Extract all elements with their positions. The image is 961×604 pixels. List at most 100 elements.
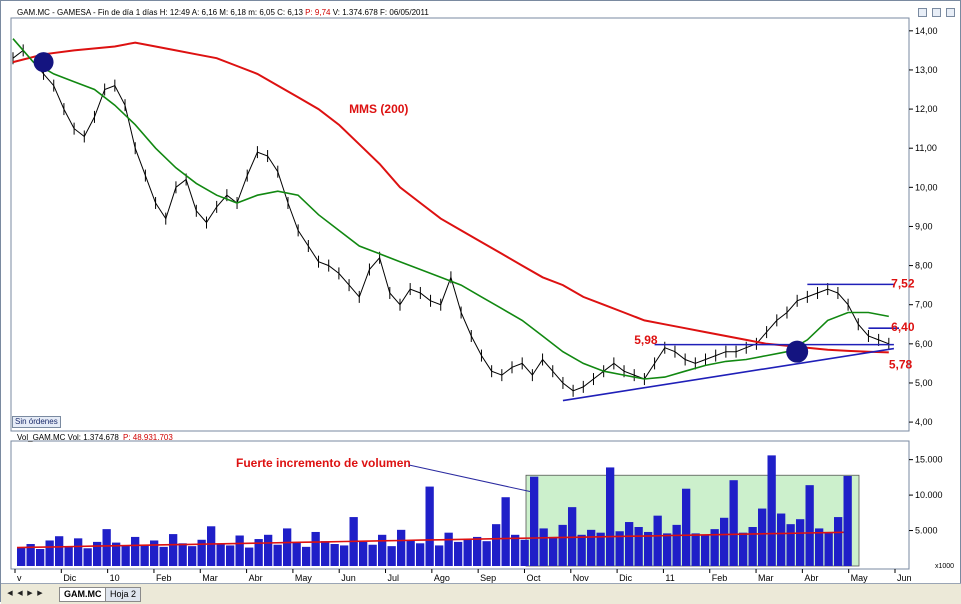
x-tick-label: Oct bbox=[526, 573, 541, 583]
x-tick-label: Jul bbox=[388, 573, 400, 583]
volume-bar bbox=[83, 548, 92, 566]
volume-bar bbox=[444, 532, 453, 566]
volume-bar bbox=[121, 545, 130, 566]
volume-bar bbox=[387, 546, 396, 566]
volume-bar bbox=[321, 541, 330, 566]
volume-bar bbox=[245, 547, 254, 566]
annotation-label: 5,98 bbox=[634, 333, 658, 347]
volume-bar bbox=[520, 539, 529, 566]
volume-bar bbox=[786, 524, 795, 566]
volume-annotation: Fuerte incremento de volumen bbox=[236, 456, 411, 470]
volume-bar bbox=[340, 545, 349, 566]
volume-bar bbox=[539, 528, 548, 566]
x-tick-label: Feb bbox=[156, 573, 172, 583]
volume-bar bbox=[26, 544, 35, 566]
volume-bar bbox=[596, 532, 605, 566]
series-line-sma_long bbox=[12, 41, 889, 354]
tab-gam-mc[interactable]: GAM.MC bbox=[59, 587, 107, 602]
annotation-label: 5,78 bbox=[889, 357, 913, 371]
volume-bar bbox=[378, 534, 387, 566]
volume-bar bbox=[188, 546, 197, 566]
minimize-icon[interactable] bbox=[918, 8, 927, 17]
price-y-tick-label: 8,00 bbox=[915, 261, 933, 271]
volume-bar bbox=[577, 534, 586, 566]
volume-bar bbox=[634, 527, 643, 566]
x-tick-label: Dic bbox=[619, 573, 632, 583]
volume-bar bbox=[150, 540, 159, 566]
volume-y-tick-label: 5.000 bbox=[915, 526, 938, 536]
price-y-tick-label: 14,00 bbox=[915, 26, 938, 36]
annotation-label: 7,52 bbox=[891, 276, 915, 290]
volume-header: Vol_GAM.MC Vol: 1.374.678 bbox=[17, 433, 119, 442]
volume-bar bbox=[482, 541, 491, 566]
volume-bar bbox=[739, 532, 748, 566]
prev-sheet-icon[interactable]: ◀ bbox=[17, 590, 23, 597]
x-tick-label: Jun bbox=[341, 573, 356, 583]
x-tick-label: Dic bbox=[63, 573, 76, 583]
maximize-icon[interactable] bbox=[932, 8, 941, 17]
volume-bar bbox=[159, 546, 168, 566]
volume-bar bbox=[558, 524, 567, 566]
volume-bar bbox=[416, 543, 425, 566]
volume-bar bbox=[501, 497, 510, 566]
volume-bar bbox=[36, 548, 45, 566]
price-y-tick-label: 5,00 bbox=[915, 378, 933, 388]
volume-bar bbox=[767, 455, 776, 566]
volume-bar bbox=[406, 540, 415, 566]
x-tick-label: May bbox=[851, 573, 869, 583]
last-sheet-icon[interactable]: ▶ bbox=[37, 590, 43, 597]
price-y-tick-label: 7,00 bbox=[915, 300, 933, 310]
volume-bar bbox=[112, 542, 121, 566]
volume-bar bbox=[720, 517, 729, 566]
volume-bar bbox=[473, 536, 482, 566]
volume-bar bbox=[463, 539, 472, 566]
volume-bar bbox=[663, 533, 672, 566]
volume-bar bbox=[254, 539, 263, 566]
volume-bar bbox=[587, 529, 596, 566]
volume-bar bbox=[691, 533, 700, 566]
price-layer: MMS (200) 5,98 7,52 6,40 5,78 bbox=[12, 38, 915, 402]
volume-bar bbox=[311, 531, 320, 566]
x-tick-label: Jun bbox=[897, 573, 912, 583]
price-plot-area bbox=[10, 17, 910, 432]
volume-y-tick-label: 15.000 bbox=[915, 455, 943, 465]
volume-bar bbox=[302, 546, 311, 566]
volume-layer: Fuerte incremento de volumen bbox=[16, 455, 860, 567]
x-tick-label: 10 bbox=[110, 573, 120, 583]
volume-bar bbox=[131, 536, 140, 566]
volume-bar bbox=[397, 529, 406, 566]
annotation-label: 6,40 bbox=[891, 320, 915, 334]
volume-bar bbox=[834, 517, 843, 566]
sin-ordenes-button[interactable]: Sin órdenes bbox=[12, 416, 61, 428]
price-y-tick-label: 4,00 bbox=[915, 417, 933, 427]
volume-bar bbox=[264, 534, 273, 566]
volume-bar bbox=[729, 480, 738, 566]
volume-bar bbox=[74, 538, 83, 566]
annotation-label: MMS (200) bbox=[349, 102, 408, 116]
volume-bar bbox=[169, 534, 178, 566]
tab-hoja-2[interactable]: Hoja 2 bbox=[105, 587, 142, 602]
volume-bar bbox=[216, 544, 225, 566]
volume-bar bbox=[454, 541, 463, 566]
volume-bar bbox=[359, 541, 368, 566]
x-tick-label: Feb bbox=[712, 573, 728, 583]
price-y-tick-label: 10,00 bbox=[915, 182, 938, 192]
x-tick-label: May bbox=[295, 573, 313, 583]
volume-bar bbox=[435, 545, 444, 566]
price-y-tick-label: 11,00 bbox=[915, 143, 937, 153]
crossover-marker bbox=[33, 52, 54, 73]
volume-bar bbox=[45, 540, 54, 566]
x-tick-label: Abr bbox=[804, 573, 818, 583]
volume-bar bbox=[549, 536, 558, 566]
volume-bar bbox=[283, 528, 292, 566]
sheet-tabs-bar: ◀ ◀ ▶ ▶ GAM.MC Hoja 2 bbox=[1, 583, 961, 604]
volume-bar bbox=[492, 524, 501, 566]
first-sheet-icon[interactable]: ◀ bbox=[7, 590, 13, 597]
volume-y-tick-label: 10.000 bbox=[915, 490, 943, 500]
volume-bar bbox=[653, 515, 662, 566]
volume-bar bbox=[672, 524, 681, 566]
next-sheet-icon[interactable]: ▶ bbox=[27, 590, 33, 597]
close-icon[interactable] bbox=[946, 8, 955, 17]
